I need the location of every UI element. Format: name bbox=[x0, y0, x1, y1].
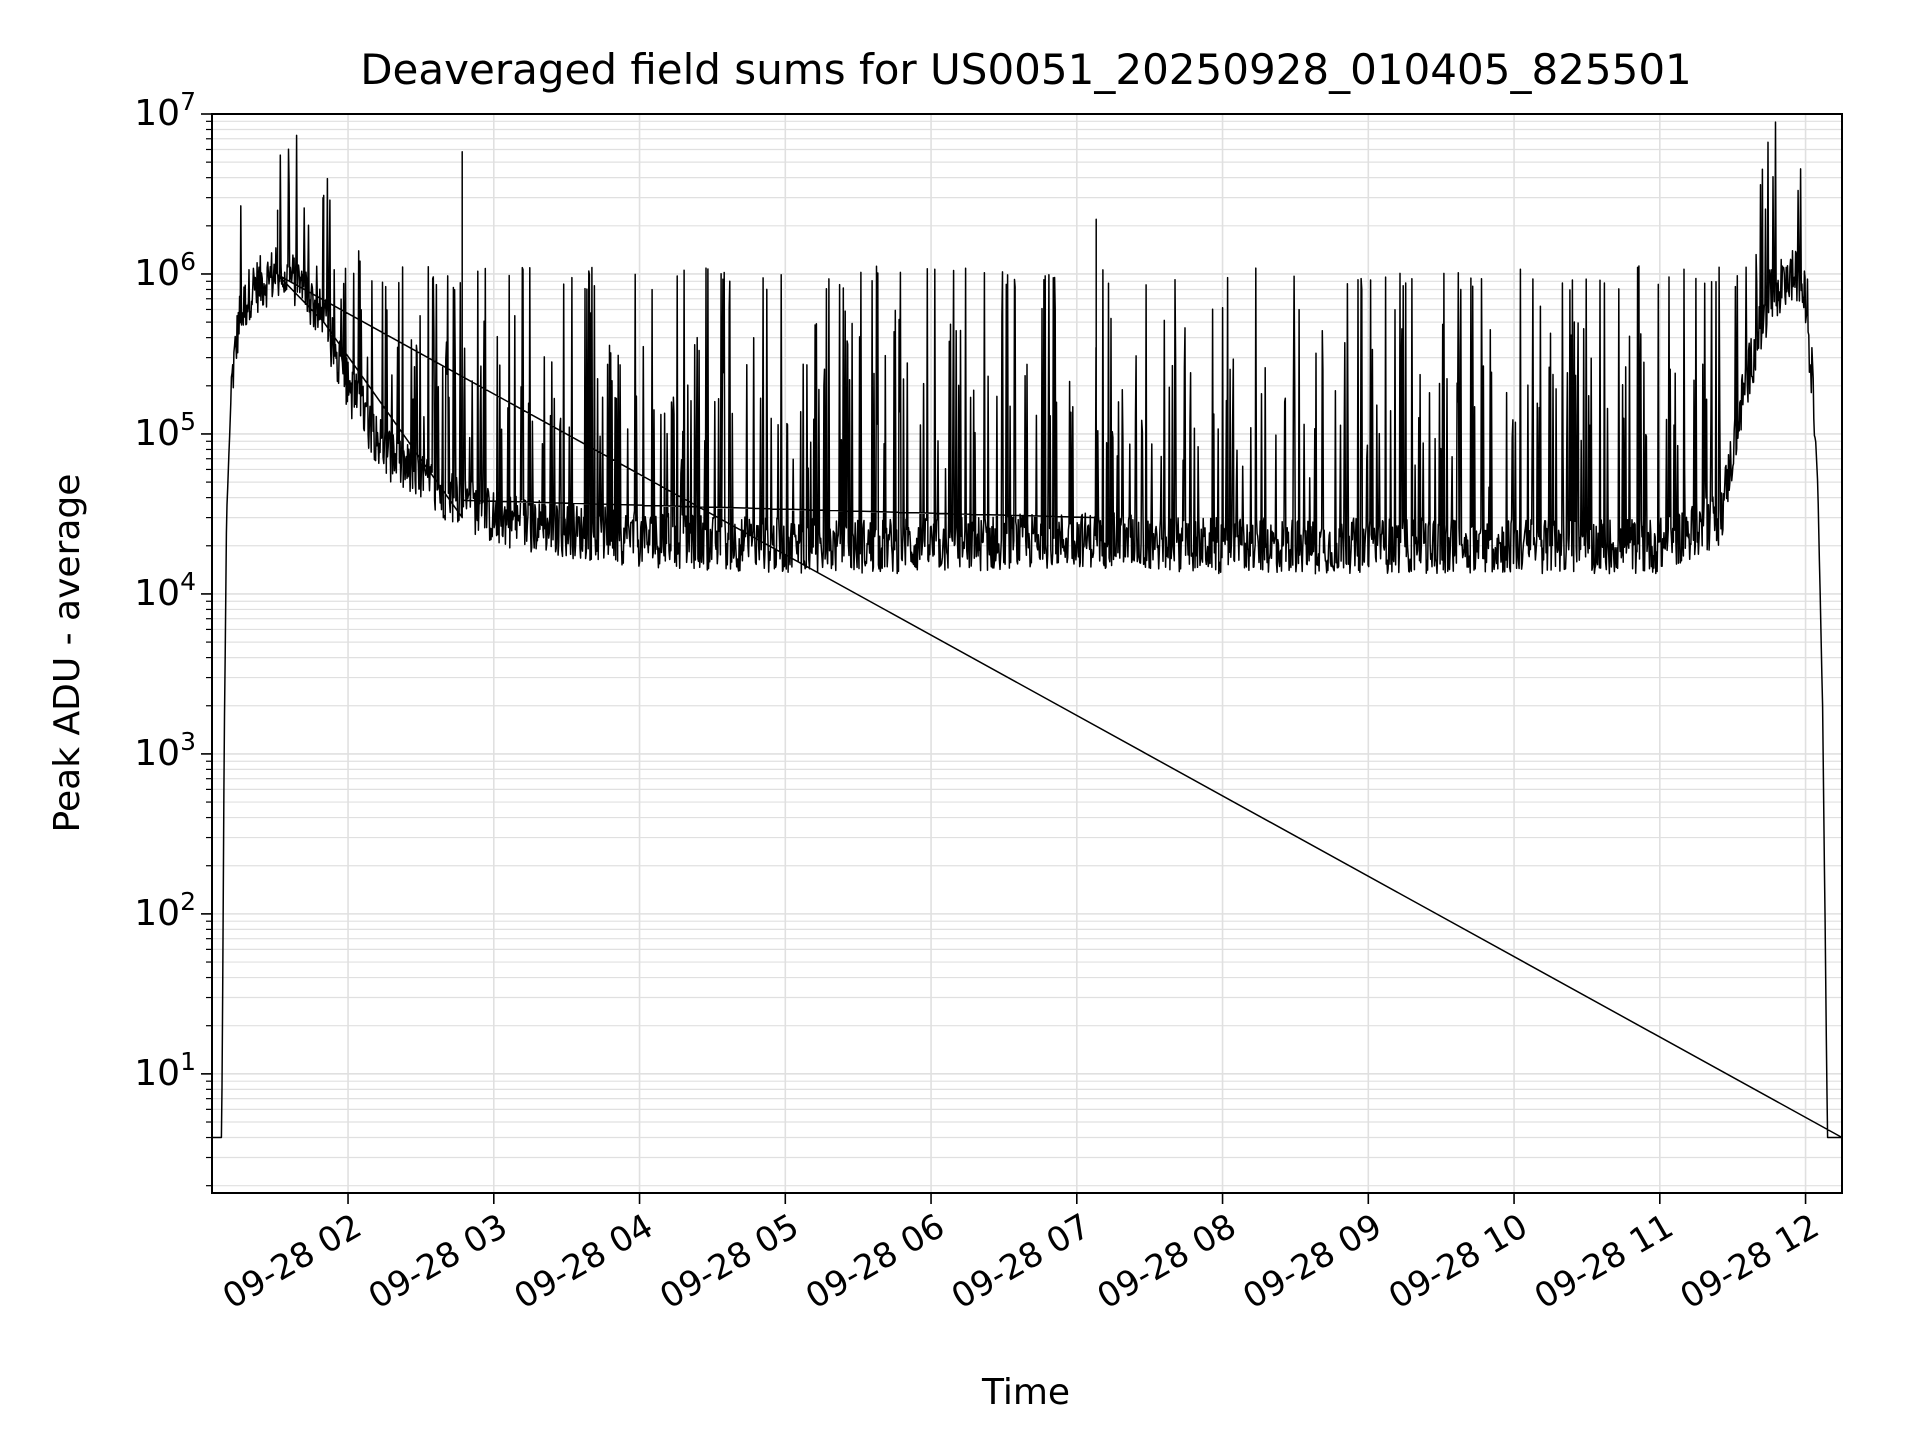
y-tick-label: 102 bbox=[134, 887, 196, 934]
x-tick-label: 09-28 11 bbox=[1528, 1206, 1680, 1317]
y-tick-label: 103 bbox=[134, 727, 196, 774]
x-tick-label: 09-28 04 bbox=[508, 1206, 660, 1317]
y-tick-label: 106 bbox=[134, 247, 196, 294]
y-axis: 101 102 103 104 105 106 107 bbox=[134, 87, 212, 1187]
chart-title: Deaveraged field sums for US0051_2025092… bbox=[360, 45, 1692, 94]
x-tick-label: 09-28 03 bbox=[362, 1206, 514, 1317]
y-tick-label: 101 bbox=[134, 1047, 196, 1094]
series-line bbox=[211, 121, 1843, 1139]
y-tick-label: 105 bbox=[134, 407, 196, 454]
y-tick-label: 104 bbox=[134, 567, 196, 614]
x-tick-label: 09-28 02 bbox=[216, 1206, 368, 1317]
y-axis-label: Peak ADU - average bbox=[47, 474, 88, 833]
x-tick-label: 09-28 05 bbox=[653, 1206, 805, 1317]
x-tick-label: 09-28 07 bbox=[945, 1206, 1097, 1317]
plot-frame bbox=[211, 113, 1843, 1194]
x-tick-label: 09-28 12 bbox=[1674, 1206, 1826, 1317]
y-tick-label: 107 bbox=[134, 87, 196, 134]
x-tick-label: 09-28 06 bbox=[799, 1206, 951, 1317]
x-tick-label: 09-28 08 bbox=[1091, 1206, 1243, 1317]
x-axis-label: Time bbox=[981, 1372, 1070, 1413]
x-tick-label: 09-28 10 bbox=[1382, 1206, 1534, 1317]
grid bbox=[212, 113, 1842, 1193]
x-tick-label: 09-28 09 bbox=[1236, 1206, 1388, 1317]
